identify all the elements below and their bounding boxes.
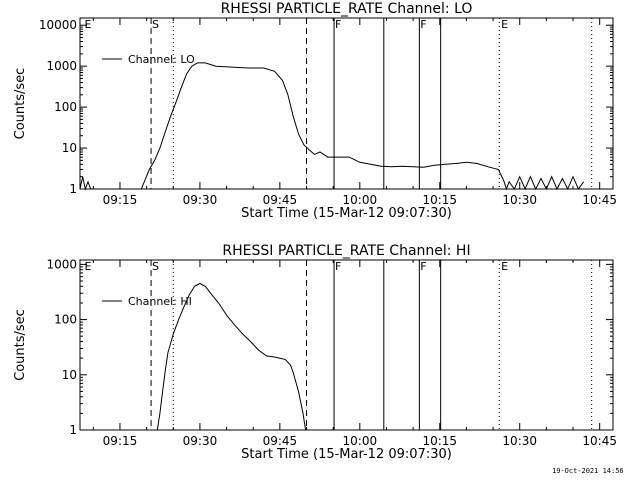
x-tick-label: 10:00: [343, 434, 378, 448]
flag-letter: E: [84, 260, 91, 273]
legend-label: Channel: HI: [128, 295, 192, 308]
flag-letter: F: [335, 260, 341, 273]
x-axis-label: Start Time (15-Mar-12 09:07:30): [241, 447, 452, 462]
flag-letter: F: [420, 260, 426, 273]
y-tick-label: 1000: [46, 257, 77, 271]
plot-frame: [79, 17, 614, 190]
chart-title: RHESSI PARTICLE_RATE Channel: HI: [222, 243, 470, 259]
x-tick-label: 10:45: [582, 193, 617, 207]
series-line: [79, 62, 585, 191]
x-tick-label: 10:45: [582, 434, 617, 448]
y-tick-label: 10: [62, 368, 77, 382]
x-tick-label: 09:45: [263, 193, 298, 207]
y-tick-label: 1: [69, 423, 77, 437]
flag-letter: E: [84, 18, 91, 31]
plot-frame: [79, 259, 614, 431]
print-timestamp: 19-Oct-2021 14:56: [552, 467, 624, 475]
x-tick-label: 10:30: [502, 434, 537, 448]
y-tick-label: 1: [69, 182, 77, 196]
chart-title: RHESSI PARTICLE_RATE Channel: LO: [221, 1, 473, 17]
series-line: [156, 282, 307, 431]
y-tick-label: 100: [54, 313, 77, 327]
x-tick-label: 10:30: [502, 193, 537, 207]
x-tick-label: 10:00: [343, 193, 378, 207]
y-tick-label: 10000: [39, 18, 77, 32]
x-tick-label: 10:15: [422, 193, 457, 207]
y-tick-label: 1000: [46, 59, 77, 73]
flag-letter: E: [501, 18, 508, 31]
x-axis-label: Start Time (15-Mar-12 09:07:30): [241, 206, 452, 221]
flag-letter: S: [152, 18, 159, 31]
x-tick-label: 09:15: [103, 434, 138, 448]
x-tick-label: 09:15: [103, 193, 138, 207]
y-axis-label: Counts/sec: [13, 309, 28, 381]
x-tick-label: 09:30: [183, 193, 218, 207]
chart-panel-lo: RHESSI PARTICLE_RATE Channel: LO 09:15 09:…: [13, 1, 617, 221]
legend-label: Channel: LO: [128, 53, 195, 66]
flag-letter: S: [152, 260, 159, 273]
y-tick-label: 100: [54, 100, 77, 114]
x-tick-label: 09:30: [183, 434, 218, 448]
flag-letter: F: [420, 18, 426, 31]
chart-panel-hi: RHESSI PARTICLE_RATE Channel: HI 09:15 09:…: [13, 243, 617, 462]
x-tick-label: 09:45: [263, 434, 298, 448]
flag-letter: F: [335, 18, 341, 31]
y-axis-label: Counts/sec: [13, 68, 28, 140]
y-tick-label: 10: [62, 141, 77, 155]
flag-letter: E: [501, 260, 508, 273]
x-tick-label: 10:15: [422, 434, 457, 448]
